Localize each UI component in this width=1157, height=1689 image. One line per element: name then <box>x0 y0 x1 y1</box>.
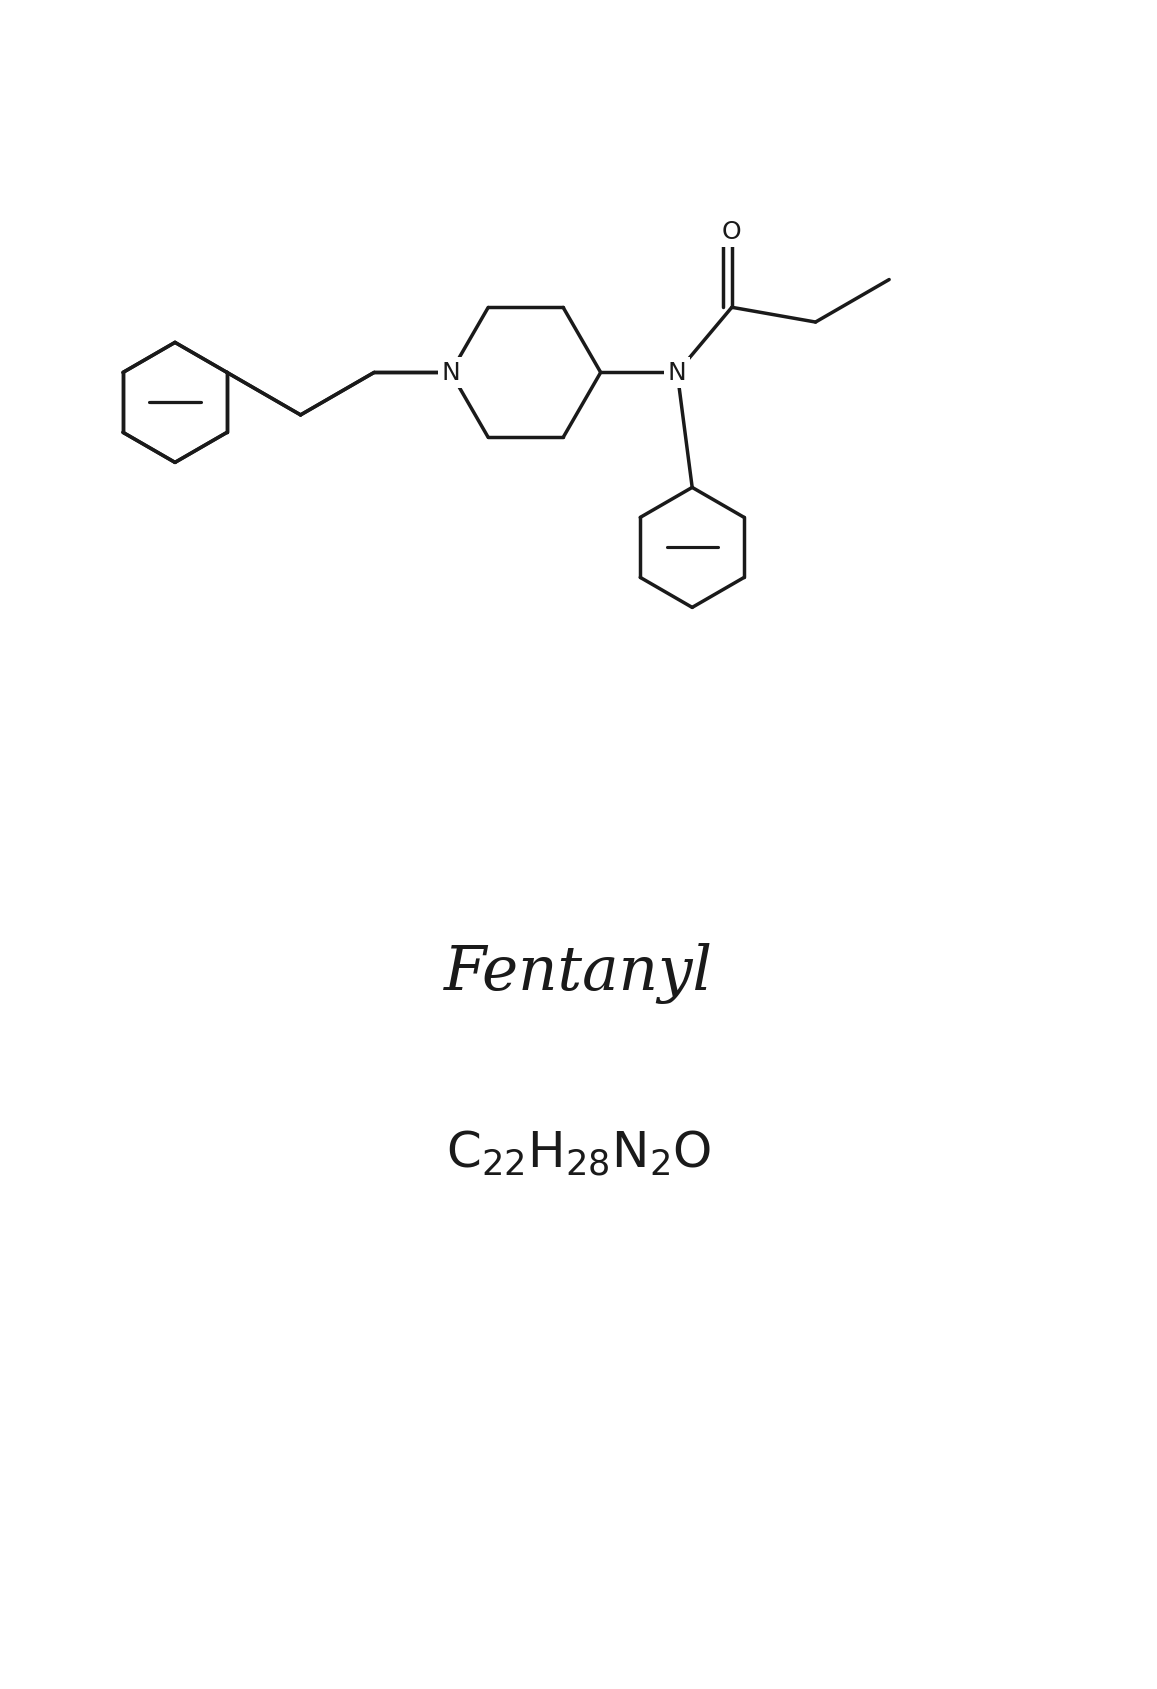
Text: N: N <box>441 361 460 385</box>
Text: ID 209490364 © Peter Hermes Furian: ID 209490364 © Peter Hermes Furian <box>688 1633 1136 1657</box>
Text: O: O <box>722 220 742 243</box>
Text: Fentanyl: Fentanyl <box>444 942 713 1003</box>
Text: N: N <box>668 361 686 385</box>
Text: dreamstime.com: dreamstime.com <box>21 1633 221 1657</box>
Text: $\mathregular{C_{22}H_{28}N_{2}O}$: $\mathregular{C_{22}H_{28}N_{2}O}$ <box>445 1128 712 1177</box>
